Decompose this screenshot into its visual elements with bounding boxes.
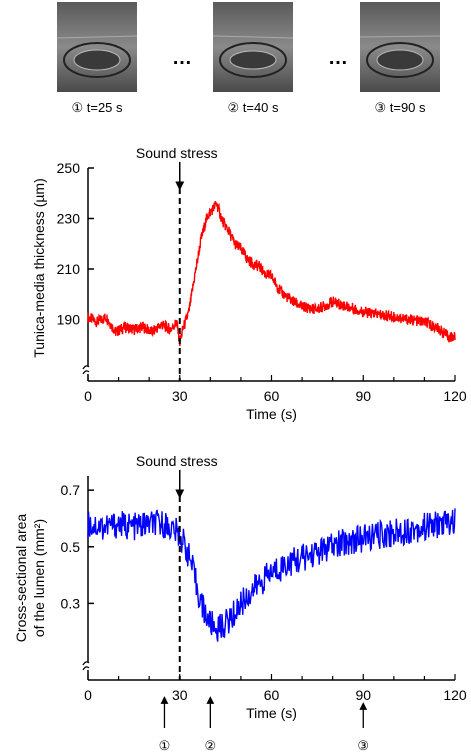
x-tick-label: 60	[264, 388, 280, 404]
ellipsis-1: …	[172, 47, 192, 69]
thumbnail-1: ① t=25 s	[56, 2, 138, 115]
thumbnail-2-label: ② t=40 s	[227, 100, 279, 115]
thickness-x-label: Time (s)	[246, 406, 297, 422]
x-tick-label: 0	[84, 388, 92, 404]
thumbnail-3: ③ t=90 s	[359, 2, 441, 115]
x-tick-label: 90	[355, 388, 371, 404]
x-tick-label: 0	[84, 687, 92, 703]
area-y-label-line1: Cross-sectional area	[13, 514, 29, 643]
y-tick-label: 0.7	[61, 482, 81, 498]
area-chart: 0.3 0.5 0.7 0 30 60 90 120 Sound stress Time (…	[13, 453, 467, 753]
time-marker-label: ③	[357, 738, 369, 753]
thumbnail-1-label: ① t=25 s	[71, 100, 123, 115]
thickness-stress-annotation: Sound stress	[136, 145, 218, 161]
y-tick-label: 0.5	[61, 539, 81, 555]
area-time-markers: ① ② ③	[159, 696, 369, 753]
thickness-series-line	[87, 200, 456, 347]
thumbnail-3-label: ③ t=90 s	[374, 100, 426, 115]
time-marker-label: ①	[159, 738, 171, 753]
y-tick-label: 190	[57, 312, 81, 328]
thickness-chart-x-ticks: 0 30 60 90 120	[84, 375, 467, 404]
x-tick-label: 120	[443, 687, 467, 703]
thickness-chart: 190 210 230 250 0 30 60 90 120 Sound stress Tim…	[31, 145, 467, 422]
axis-break-mark	[82, 661, 90, 671]
x-tick-label: 90	[355, 687, 371, 703]
y-tick-label: 230	[57, 211, 81, 227]
x-tick-label: 30	[172, 388, 188, 404]
area-stress-annotation: Sound stress	[136, 453, 218, 469]
area-chart-y-ticks: 0.3 0.5 0.7	[61, 482, 94, 611]
area-chart-x-ticks: 0 30 60 90 120	[84, 674, 467, 703]
y-tick-label: 250	[57, 160, 81, 176]
x-tick-label: 60	[264, 687, 280, 703]
x-tick-label: 30	[172, 687, 188, 703]
thickness-y-label: Tunica-media thickness (µm)	[31, 178, 47, 357]
time-marker-label: ②	[205, 738, 217, 753]
axis-break-mark	[82, 365, 90, 375]
ellipsis-2: …	[328, 47, 348, 69]
area-x-label: Time (s)	[246, 705, 297, 721]
y-tick-label: 0.3	[61, 595, 81, 611]
x-tick-label: 120	[443, 388, 467, 404]
thumbnail-2: ② t=40 s	[212, 2, 294, 115]
y-tick-label: 210	[57, 261, 81, 277]
thumbnail-strip: ① t=25 s … ② t=40 s … ③ t=90 s	[56, 2, 441, 115]
area-series-line	[87, 508, 456, 642]
area-y-label-line2: of the lumen (mm²)	[31, 519, 47, 637]
